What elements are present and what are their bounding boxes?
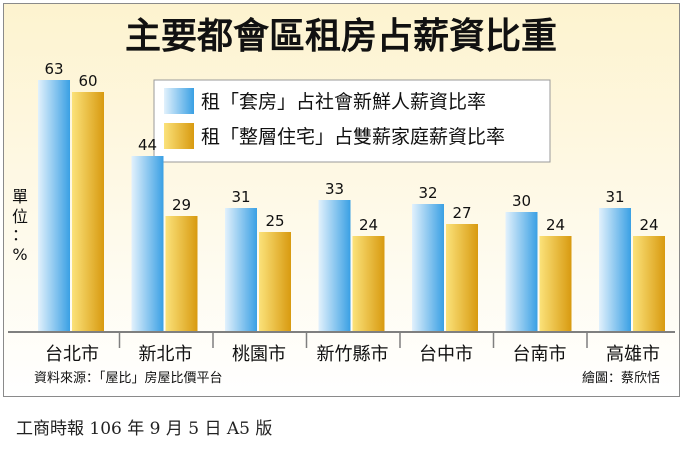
value-label-series2-5: 27 bbox=[452, 204, 471, 222]
legend: 租「套房」占社會新鮮人薪資比率 租「整層住宅」占雙薪家庭薪資比率 bbox=[153, 79, 551, 163]
category-label-7: 高雄市 bbox=[606, 344, 660, 365]
category-label-1: 台北市 bbox=[45, 344, 99, 365]
bar-series2-1 bbox=[72, 92, 104, 332]
chart-frame: 主要都會區租房占薪資比重 租「套房」占社會新鮮人薪資比率 租「整層住宅」占雙薪家… bbox=[3, 3, 680, 397]
unit-label-char-3: ： bbox=[12, 225, 28, 244]
value-label-series1-7: 31 bbox=[605, 188, 624, 206]
legend-swatch-series2 bbox=[164, 123, 194, 149]
unit-label-char-1: 單 bbox=[12, 187, 28, 206]
legend-label-series1: 租「套房」占社會新鮮人薪資比率 bbox=[201, 91, 486, 113]
category-labels-layer: 台北市 新北市 桃園市 新竹縣市 台中市 台南市 高雄市 bbox=[45, 344, 660, 365]
bar-series2-3 bbox=[259, 232, 291, 332]
value-label-series1-1: 63 bbox=[44, 60, 63, 78]
value-label-series1-2: 44 bbox=[138, 136, 157, 154]
bar-series1-6 bbox=[505, 212, 538, 332]
value-label-series1-6: 30 bbox=[512, 192, 531, 210]
category-label-2: 新北市 bbox=[139, 344, 193, 365]
bar-series2-7 bbox=[633, 236, 665, 332]
bar-series1-2 bbox=[131, 156, 164, 332]
publication-caption: 工商時報 106 年 9 月 5 日 A5 版 bbox=[16, 419, 273, 439]
value-label-series2-7: 24 bbox=[639, 216, 658, 234]
source-text: 資料來源：「屋比」房屋比價平台 bbox=[34, 370, 223, 386]
bar-chart: 主要都會區租房占薪資比重 租「套房」占社會新鮮人薪資比率 租「整層住宅」占雙薪家… bbox=[4, 4, 679, 396]
unit-label-char-2: 位 bbox=[12, 207, 28, 226]
value-label-series1-3: 31 bbox=[231, 188, 250, 206]
legend-swatch-series1 bbox=[164, 88, 194, 114]
legend-box bbox=[153, 79, 551, 163]
bar-series1-5 bbox=[412, 204, 444, 332]
category-label-4: 新竹縣市 bbox=[317, 344, 389, 365]
bar-series2-5 bbox=[446, 224, 478, 332]
category-label-3: 桃園市 bbox=[232, 344, 286, 365]
legend-label-series2: 租「整層住宅」占雙薪家庭薪資比率 bbox=[201, 126, 505, 148]
bar-series2-4 bbox=[352, 236, 385, 332]
bar-series2-2 bbox=[165, 216, 198, 332]
value-label-series2-3: 25 bbox=[265, 212, 284, 230]
value-label-series2-2: 29 bbox=[172, 196, 191, 214]
value-label-series1-5: 32 bbox=[418, 184, 437, 202]
bar-series2-6 bbox=[539, 236, 572, 332]
bar-series1-3 bbox=[225, 208, 257, 332]
bar-series1-7 bbox=[599, 208, 631, 332]
category-label-6: 台南市 bbox=[513, 344, 567, 365]
value-label-series2-4: 24 bbox=[359, 216, 378, 234]
unit-label-char-4: % bbox=[12, 245, 27, 264]
category-label-5: 台中市 bbox=[419, 344, 473, 365]
credit-text: 繪圖：蔡欣恬 bbox=[582, 370, 660, 386]
bar-series1-4 bbox=[318, 200, 351, 332]
chart-title: 主要都會區租房占薪資比重 bbox=[125, 16, 557, 57]
unit-label: 單 位 ： % bbox=[12, 187, 28, 264]
value-label-series1-4: 33 bbox=[325, 180, 344, 198]
value-label-series2-6: 24 bbox=[546, 216, 565, 234]
separators-layer bbox=[118, 332, 588, 348]
bars-layer bbox=[38, 80, 665, 332]
bar-series1-1 bbox=[38, 80, 70, 332]
value-label-series2-1: 60 bbox=[78, 72, 97, 90]
value-labels-layer: 63 60 44 29 31 25 33 24 32 27 30 24 31 24 bbox=[44, 60, 658, 234]
